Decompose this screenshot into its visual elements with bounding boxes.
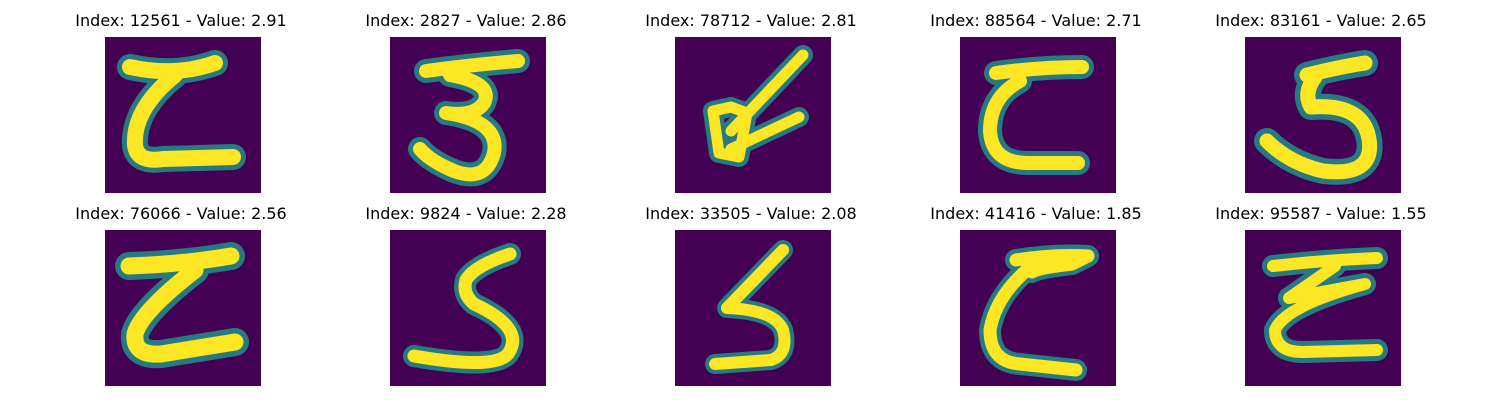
glyph-image bbox=[390, 37, 546, 193]
glyph-image bbox=[960, 37, 1116, 193]
panel-title: Index: 83161 - Value: 2.65 bbox=[1215, 11, 1427, 30]
grid-panel-5: Index: 83161 - Value: 2.65 bbox=[1206, 10, 1436, 200]
grid-panel-9: Index: 41416 - Value: 1.85 bbox=[921, 203, 1151, 393]
grid-panel-7: Index: 9824 - Value: 2.28 bbox=[351, 203, 581, 393]
grid-panel-8: Index: 33505 - Value: 2.08 bbox=[636, 203, 866, 393]
glyph-image bbox=[960, 230, 1116, 386]
panel-title: Index: 33505 - Value: 2.08 bbox=[645, 204, 857, 223]
glyph-image bbox=[675, 37, 831, 193]
glyph-image bbox=[1245, 37, 1401, 193]
glyph-image bbox=[1245, 230, 1401, 386]
glyph-image bbox=[105, 230, 261, 386]
grid-panel-3: Index: 78712 - Value: 2.81 bbox=[636, 10, 866, 200]
panel-title: Index: 41416 - Value: 1.85 bbox=[930, 204, 1142, 223]
glyph-image bbox=[675, 230, 831, 386]
panel-title: Index: 88564 - Value: 2.71 bbox=[930, 11, 1142, 30]
panel-title: Index: 2827 - Value: 2.86 bbox=[365, 11, 567, 30]
panel-title: Index: 9824 - Value: 2.28 bbox=[365, 204, 567, 223]
glyph-image bbox=[105, 37, 261, 193]
grid-panel-1: Index: 12561 - Value: 2.91 bbox=[66, 10, 296, 200]
panel-title: Index: 12561 - Value: 2.91 bbox=[75, 11, 287, 30]
grid-panel-10: Index: 95587 - Value: 1.55 bbox=[1206, 203, 1436, 393]
glyph-image bbox=[390, 230, 546, 386]
panel-title: Index: 95587 - Value: 1.55 bbox=[1215, 204, 1427, 223]
grid-panel-6: Index: 76066 - Value: 2.56 bbox=[66, 203, 296, 393]
grid-panel-4: Index: 88564 - Value: 2.71 bbox=[921, 10, 1151, 200]
panel-title: Index: 76066 - Value: 2.56 bbox=[75, 204, 287, 223]
panel-title: Index: 78712 - Value: 2.81 bbox=[645, 11, 857, 30]
grid-panel-2: Index: 2827 - Value: 2.86 bbox=[351, 10, 581, 200]
